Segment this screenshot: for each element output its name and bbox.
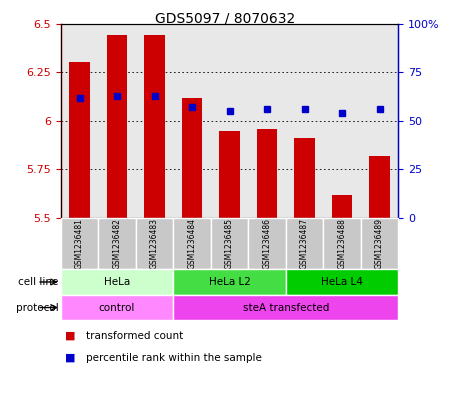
Text: GSM1236485: GSM1236485	[225, 218, 234, 269]
Text: percentile rank within the sample: percentile rank within the sample	[86, 353, 261, 363]
Text: HeLa L4: HeLa L4	[321, 277, 363, 287]
Bar	[61, 295, 173, 320]
Bar	[173, 269, 286, 295]
Bar	[219, 130, 240, 218]
Text: GSM1236484: GSM1236484	[188, 218, 197, 269]
Bar	[361, 218, 398, 269]
Text: GSM1236488: GSM1236488	[338, 218, 346, 269]
Bar	[256, 129, 277, 218]
Text: GDS5097 / 8070632: GDS5097 / 8070632	[155, 12, 295, 26]
Bar	[136, 218, 173, 269]
Bar	[98, 218, 136, 269]
Bar	[294, 138, 315, 218]
Text: ■: ■	[65, 353, 76, 363]
Text: ■: ■	[65, 331, 76, 341]
Bar	[323, 218, 361, 269]
Bar	[248, 218, 286, 269]
Text: protocol: protocol	[16, 303, 58, 312]
Text: GSM1236489: GSM1236489	[375, 218, 384, 269]
Text: GSM1236483: GSM1236483	[150, 218, 159, 269]
Bar	[144, 35, 165, 218]
Bar	[173, 295, 398, 320]
Bar	[332, 195, 352, 218]
Text: steA transfected: steA transfected	[243, 303, 329, 312]
Bar	[182, 97, 202, 218]
Bar	[61, 218, 98, 269]
Bar	[286, 218, 323, 269]
Bar	[61, 269, 173, 295]
Text: GSM1236486: GSM1236486	[262, 218, 271, 269]
Text: cell line: cell line	[18, 277, 58, 287]
Bar	[286, 269, 398, 295]
Bar	[369, 156, 390, 218]
Bar	[69, 62, 90, 218]
Bar	[211, 218, 248, 269]
Text: HeLa L2: HeLa L2	[208, 277, 251, 287]
Text: control: control	[99, 303, 135, 312]
Text: GSM1236482: GSM1236482	[112, 218, 122, 269]
Text: GSM1236487: GSM1236487	[300, 218, 309, 269]
Bar	[107, 35, 127, 218]
Text: transformed count: transformed count	[86, 331, 183, 341]
Text: GSM1236481: GSM1236481	[75, 218, 84, 269]
Bar	[173, 218, 211, 269]
Text: HeLa: HeLa	[104, 277, 130, 287]
